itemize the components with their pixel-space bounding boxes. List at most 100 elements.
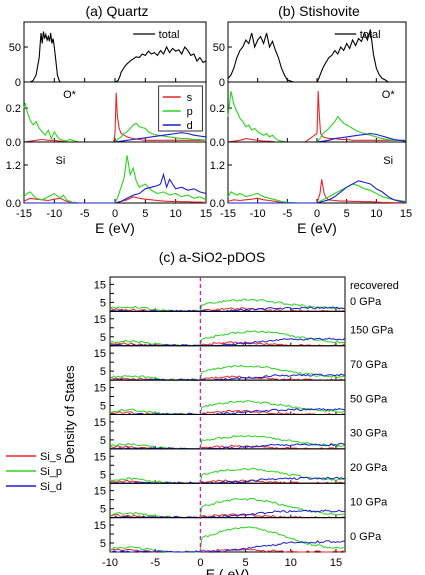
fig-c-series-si-d (109, 476, 346, 484)
fig-c-ytick-label: 5 (100, 469, 106, 481)
fig-c-xtick-label: 0 (197, 557, 203, 569)
fig-b-series-s-2 (227, 179, 406, 204)
fig-b-xtick-label: -10 (250, 208, 266, 220)
fig-c-panel-frame (109, 379, 346, 415)
fig-b-panel-label: O* (382, 89, 396, 101)
fig-a-panel-2-frame (23, 141, 207, 204)
fig-a-xtick-label: -15 (16, 208, 32, 220)
fig-a-ytick-label: 1.2 (6, 160, 21, 172)
fig-c-series-si-p (109, 497, 346, 519)
fig-c-series-si-d (110, 509, 346, 519)
fig-c-panel-frame (109, 310, 346, 347)
fig-c-panel-frame (109, 448, 346, 484)
fig-a-panel-label: Si (56, 155, 66, 167)
fig-c-ytick-label: 15 (94, 279, 106, 291)
fig-b-xtick-label: 15 (400, 208, 412, 220)
fig-b-xtick-label: 5 (344, 208, 350, 220)
fig-c-series-si-d (109, 540, 346, 553)
fig-a-series-p-2 (23, 155, 207, 204)
fig-c-xlabel: E ( eV) (206, 566, 250, 575)
fig-c-series-si-p (109, 330, 346, 347)
fig-a-ytick-label: 0.0 (6, 198, 21, 210)
fig-c-panel-label: 50 GPa (350, 393, 388, 405)
fig-c-ytick-label: 5 (100, 297, 106, 309)
fig-c-series-si-s (109, 548, 346, 553)
fig-c-series-si-p (109, 400, 346, 416)
fig-c-panel-label: 150 GPa (350, 325, 394, 337)
fig-c-ytick-label: 15 (94, 417, 106, 429)
fig-b-xtick-label: -15 (220, 208, 236, 220)
fig-c-xtick-label: 10 (285, 557, 297, 569)
fig-c-series-si-p (109, 364, 346, 381)
fig-c-ytick-label: 5 (100, 504, 106, 516)
fig-c-legend-s-label: Si_s (40, 451, 62, 463)
fig-c-series-si-d (109, 337, 346, 347)
fig-a-title: (a) Quartz (85, 3, 148, 19)
fig-c-panel-label: 20 GPa (350, 462, 388, 474)
fig-a-panel-label: O* (63, 89, 77, 101)
fig-b-ytick-label: 0.0 (210, 198, 225, 210)
fig-c-ytick-label: 15 (94, 520, 106, 532)
fig-a-legend-p-label: p (187, 106, 193, 118)
fig-b-xtick-label: 0 (314, 208, 320, 220)
fig-b-xtick-label: -5 (282, 208, 292, 220)
fig-c-ytick-label: 15 (94, 383, 106, 395)
fig-c-panel-label: recovered (350, 280, 399, 292)
fig-b-title: (b) Stishovite (278, 3, 360, 19)
fig-c-title: (c) a-SiO2-pDOS (159, 249, 266, 265)
fig-c-panel-label: 70 GPa (350, 359, 388, 371)
fig-a-xtick-label: 0 (112, 208, 118, 220)
fig-a-ytick-label: 0 (15, 77, 21, 89)
fig-a-xlabel: E (eV) (95, 220, 135, 236)
fig-c-ytick-label: 15 (94, 348, 106, 360)
fig-c-ylabel: Density of States (62, 365, 77, 464)
fig-c-series-si-p (109, 434, 346, 450)
fig-a-ytick-label: 0.0 (6, 137, 21, 149)
fig-c-ytick-label: 5 (100, 538, 106, 550)
fig-a-ytick-label: 0.2 (6, 103, 21, 115)
fig-c-series-si-p (109, 526, 346, 553)
fig-a-series-s-1 (23, 92, 206, 143)
fig-a-xtick-label: 5 (142, 208, 148, 220)
fig-a-series-d-1 (24, 132, 207, 143)
fig-a-ytick-label: 50 (9, 42, 21, 54)
fig-b-ytick-label: 0 (219, 77, 225, 89)
fig-c-ytick-label: 5 (100, 332, 106, 344)
fig-b-xlabel: E (eV) (297, 220, 337, 236)
fig-c-panel-frame (109, 345, 346, 381)
fig-c-xtick-label: 15 (330, 557, 342, 569)
fig-c-ytick-label: 15 (94, 314, 106, 326)
fig-b-xtick-label: 10 (370, 208, 382, 220)
fig-c-legend-d-label: Si_d (40, 481, 62, 493)
fig-c-ytick-label: 15 (94, 451, 106, 463)
fig-a-legend-total-label: total (159, 29, 180, 41)
fig-c-panel-label: 30 GPa (350, 428, 388, 440)
fig-c-xtick-label: 5 (243, 557, 249, 569)
fig-c-ytick-label: 5 (100, 366, 106, 378)
fig-b-series-d-2 (228, 180, 407, 204)
fig-c-panel-label: 0 GPa (350, 531, 382, 543)
fig-b-ytick-label: 0.2 (210, 103, 225, 115)
fig-b-series-s-1 (227, 91, 406, 143)
fig-c-legend-p-label: Si_p (40, 466, 62, 478)
fig-a-xtick-label: -10 (46, 208, 62, 220)
fig-c-series-si-s (109, 341, 345, 347)
fig-c-xtick-label: -10 (102, 557, 118, 569)
fig-c-ytick-label: 15 (94, 486, 106, 498)
fig-c-ytick-label: 5 (100, 401, 106, 413)
fig-c-ytick-label: 5 (100, 435, 106, 447)
fig-c-panel-label: 10 GPa (350, 496, 388, 508)
fig-a-xtick-label: 10 (170, 208, 182, 220)
fig-a-legend-box (158, 85, 203, 132)
fig-b-ytick-label: 1.2 (210, 160, 225, 172)
fig-a-xtick-label: 15 (200, 208, 212, 220)
fig-b-panel-label: Si (383, 155, 393, 167)
fig-c-panel-label: 0 GPa (350, 296, 382, 308)
fig-b-ytick-label: 50 (213, 42, 225, 54)
fig-b-legend-total-label: total (360, 29, 381, 41)
fig-c-series-si-p (109, 298, 346, 313)
fig-c-panel-frame (109, 517, 346, 553)
fig-a-series-d-2 (24, 172, 207, 204)
fig-a-xtick-label: -5 (80, 208, 90, 220)
